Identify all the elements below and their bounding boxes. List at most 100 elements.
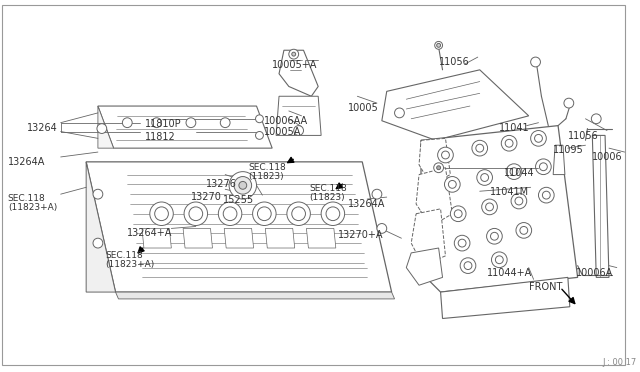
Text: SEC.118: SEC.118 xyxy=(8,194,45,203)
Circle shape xyxy=(223,207,237,221)
Text: 10006AA: 10006AA xyxy=(264,116,308,126)
Circle shape xyxy=(510,168,518,176)
Circle shape xyxy=(445,177,460,192)
Polygon shape xyxy=(382,70,529,140)
Text: 11095: 11095 xyxy=(553,145,584,155)
Circle shape xyxy=(436,166,440,170)
Text: 13276: 13276 xyxy=(205,179,236,189)
Text: 11041: 11041 xyxy=(499,123,530,133)
Circle shape xyxy=(534,134,543,142)
Text: 11041M: 11041M xyxy=(490,187,529,197)
Text: (11823): (11823) xyxy=(309,193,345,202)
Circle shape xyxy=(239,182,247,189)
Circle shape xyxy=(481,174,488,182)
Circle shape xyxy=(292,207,305,221)
Circle shape xyxy=(476,144,484,152)
Circle shape xyxy=(184,202,207,225)
Circle shape xyxy=(395,108,404,118)
Circle shape xyxy=(372,189,382,199)
Circle shape xyxy=(287,202,310,225)
Circle shape xyxy=(472,140,488,156)
Polygon shape xyxy=(116,292,395,299)
Circle shape xyxy=(501,135,517,151)
Circle shape xyxy=(436,44,440,47)
Text: (11823+A): (11823+A) xyxy=(8,203,57,212)
Circle shape xyxy=(511,193,527,209)
Circle shape xyxy=(451,206,466,222)
Circle shape xyxy=(377,224,387,233)
Polygon shape xyxy=(440,278,570,318)
Circle shape xyxy=(564,98,573,108)
Text: 11056: 11056 xyxy=(568,131,598,141)
Text: 11812: 11812 xyxy=(145,131,175,141)
Polygon shape xyxy=(553,145,565,174)
Polygon shape xyxy=(142,228,172,248)
Text: 13264: 13264 xyxy=(28,123,58,133)
Text: SEC.118: SEC.118 xyxy=(249,163,287,172)
Circle shape xyxy=(531,57,540,67)
Polygon shape xyxy=(279,50,318,96)
Circle shape xyxy=(531,131,547,146)
Circle shape xyxy=(220,118,230,128)
Text: 13270: 13270 xyxy=(191,192,222,202)
Text: 11044: 11044 xyxy=(504,168,535,178)
Circle shape xyxy=(155,207,168,221)
Polygon shape xyxy=(98,106,272,148)
Text: 11056: 11056 xyxy=(438,57,469,67)
Polygon shape xyxy=(224,228,253,248)
Circle shape xyxy=(482,199,497,215)
Polygon shape xyxy=(266,228,294,248)
Polygon shape xyxy=(276,96,321,135)
Circle shape xyxy=(326,207,340,221)
Text: 10005: 10005 xyxy=(348,103,378,113)
Circle shape xyxy=(253,202,276,225)
Polygon shape xyxy=(406,248,442,285)
Text: J : 00 17: J : 00 17 xyxy=(602,357,636,367)
Circle shape xyxy=(93,189,103,199)
Circle shape xyxy=(292,52,296,56)
Circle shape xyxy=(464,262,472,270)
Circle shape xyxy=(505,140,513,147)
Text: 13264A: 13264A xyxy=(348,199,385,209)
Circle shape xyxy=(540,163,547,171)
Polygon shape xyxy=(421,126,578,292)
Polygon shape xyxy=(98,106,113,148)
Circle shape xyxy=(516,222,532,238)
Text: 13270+A: 13270+A xyxy=(338,230,383,240)
Text: 13264+A: 13264+A xyxy=(127,228,173,238)
Text: 11044+A: 11044+A xyxy=(486,267,532,278)
Circle shape xyxy=(520,227,528,234)
Circle shape xyxy=(229,171,257,199)
Circle shape xyxy=(454,210,462,218)
Text: 15255: 15255 xyxy=(223,195,254,205)
Circle shape xyxy=(234,177,252,194)
Circle shape xyxy=(454,235,470,251)
Circle shape xyxy=(435,41,442,49)
Circle shape xyxy=(257,207,271,221)
Circle shape xyxy=(515,197,523,205)
Circle shape xyxy=(289,49,299,59)
Circle shape xyxy=(218,202,242,225)
Circle shape xyxy=(460,258,476,273)
Circle shape xyxy=(458,239,466,247)
Circle shape xyxy=(255,131,264,140)
Circle shape xyxy=(486,228,502,244)
Text: 11810P: 11810P xyxy=(145,119,182,129)
Circle shape xyxy=(150,202,173,225)
Circle shape xyxy=(506,164,522,179)
Circle shape xyxy=(591,114,601,124)
Circle shape xyxy=(255,115,264,123)
Text: FRONT: FRONT xyxy=(529,282,562,292)
Text: SEC.118: SEC.118 xyxy=(106,251,143,260)
Circle shape xyxy=(449,180,456,188)
Text: (11823+A): (11823+A) xyxy=(106,260,155,269)
Circle shape xyxy=(152,118,161,128)
Circle shape xyxy=(490,232,499,240)
Circle shape xyxy=(495,256,503,264)
Polygon shape xyxy=(593,135,609,278)
Text: 10005A: 10005A xyxy=(264,126,301,137)
Circle shape xyxy=(122,118,132,128)
Circle shape xyxy=(442,151,449,159)
Circle shape xyxy=(93,238,103,248)
Circle shape xyxy=(438,147,453,163)
